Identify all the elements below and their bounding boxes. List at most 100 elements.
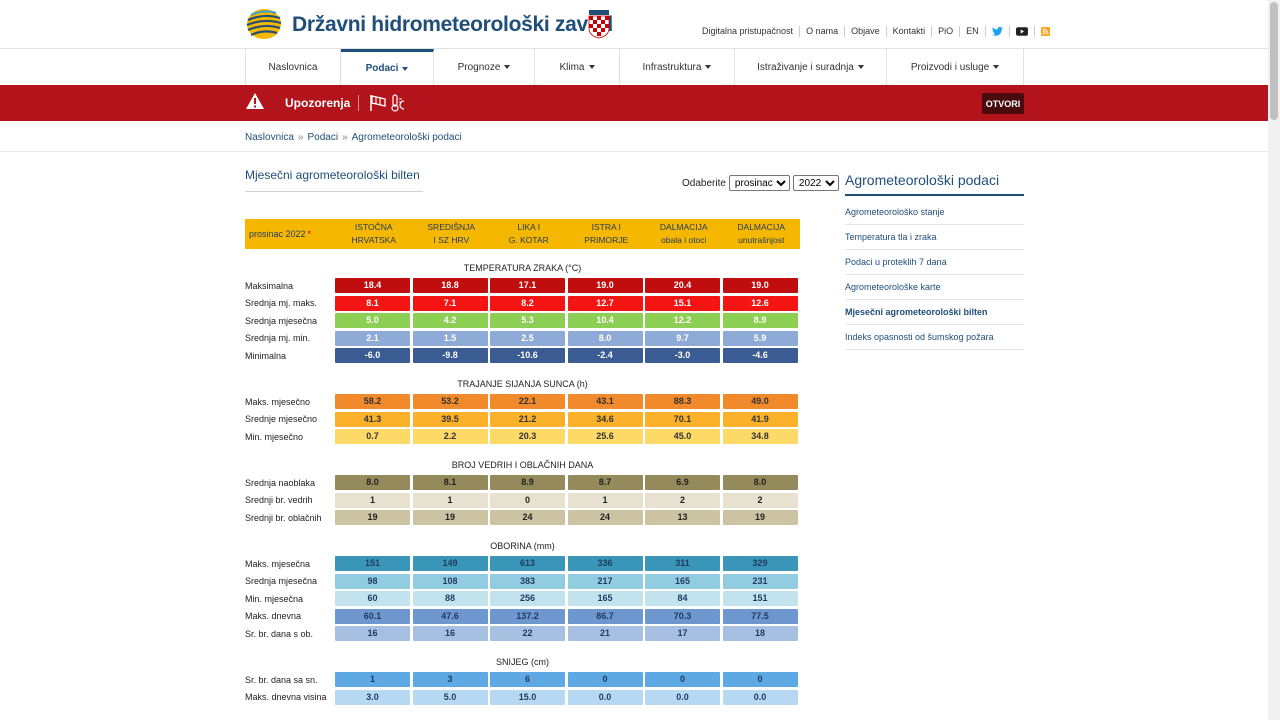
value-cell: 12.6 <box>722 295 798 311</box>
nav-klima[interactable]: Klima <box>535 49 620 85</box>
row-label: Srednji br. vedrih <box>245 495 313 505</box>
value-cell: 165 <box>567 591 643 606</box>
value-cell: 18.4 <box>335 278 410 293</box>
value-cell: 41.9 <box>722 411 798 427</box>
row-label: Sr. br. dana s ob. <box>245 628 314 639</box>
value-cell: 4.2 <box>412 313 488 328</box>
site-header: Državni hidrometeorološki zavod Digitaln… <box>0 0 1268 48</box>
value-cell: 77.5 <box>722 608 798 624</box>
value-cell: 0.0 <box>722 689 798 705</box>
value-cell: 70.3 <box>645 608 720 624</box>
value-cell: 2 <box>722 492 798 508</box>
sidebar-item[interactable]: Agrometeorološke karte <box>845 275 1024 300</box>
breadcrumb-podaci[interactable]: Podaci <box>307 132 339 143</box>
twitter-link[interactable] <box>984 26 1009 37</box>
table-row: Srednje mjesečno 41.3 39.5 21.2 34.6 70.1 41.9 <box>245 411 800 427</box>
value-cell: 70.1 <box>645 411 720 427</box>
link-about[interactable]: O nama <box>799 26 844 37</box>
breadcrumb-home[interactable]: Naslovnica <box>245 132 294 143</box>
value-cell: 3 <box>412 672 488 687</box>
value-cell: 1.5 <box>412 330 488 346</box>
value-cell: 0.0 <box>645 689 720 705</box>
open-warnings-button[interactable]: OTVORI <box>982 93 1024 114</box>
youtube-link[interactable] <box>1008 26 1034 37</box>
nav-istrazivanje[interactable]: Istraživanje i suradnja <box>735 49 887 85</box>
value-cell: 8.9 <box>722 313 798 328</box>
row-label: Srednja mjesečna <box>245 315 318 326</box>
value-cell: 336 <box>567 556 643 571</box>
sidebar-item[interactable]: Temperatura tla i zraka <box>845 225 1024 250</box>
row-label: Maksimalna <box>245 280 294 291</box>
value-cell: 2.2 <box>412 429 488 444</box>
picker-label: Odaberite <box>682 177 726 189</box>
value-cell: 19 <box>722 510 798 525</box>
table-row: Maks. dnevna visina 3.0 5.0 15.0 0.0 0.0 0.0 <box>245 689 800 705</box>
value-cell: 5.3 <box>490 313 565 328</box>
value-cell: 19.0 <box>567 278 643 293</box>
sidebar-item[interactable]: Indeks opasnosti od šumskog požara <box>845 325 1024 350</box>
value-cell: -9.8 <box>412 348 488 363</box>
value-cell: 217 <box>567 573 643 589</box>
value-cell: 9.7 <box>645 330 720 346</box>
value-cell: 22.1 <box>490 394 565 409</box>
table-row: Srednja naoblaka 8.0 8.1 8.9 8.7 6.9 8.0 <box>245 475 800 490</box>
year-select[interactable]: 2022 <box>792 175 839 191</box>
value-cell: 15.1 <box>645 295 720 311</box>
nav-proizvodi[interactable]: Proizvodi i usluge <box>887 49 1024 85</box>
row-label: Maks. mjesečna <box>245 558 311 569</box>
table-row: Srednji br. oblačnih 19 19 24 24 13 19 <box>245 510 800 525</box>
region-column-header: ISTRA I PRIMORJE <box>584 222 629 245</box>
caret-down-icon <box>857 65 864 69</box>
dhmz-logo-icon[interactable] <box>245 7 283 41</box>
scrollbar-thumb[interactable] <box>1270 2 1278 120</box>
region-column-header: LIKA I G. KOTAR <box>508 222 549 245</box>
nav-podaci[interactable]: Podaci <box>341 49 434 85</box>
value-cell: 231 <box>722 573 798 589</box>
value-cell: 24 <box>490 510 565 525</box>
nav-prognoze[interactable]: Prognoze <box>434 49 535 85</box>
value-cell: 5.0 <box>335 313 410 328</box>
value-cell: 8.2 <box>490 295 565 311</box>
value-cell: 10.4 <box>567 313 643 328</box>
sidebar-item[interactable]: Agrometeorološko stanje <box>845 200 1024 225</box>
nav-naslovnica[interactable]: Naslovnica <box>246 49 341 85</box>
nav-infrastruktura[interactable]: Infrastruktura <box>620 49 735 85</box>
table-row: Maks. mjesečno 58.2 53.2 22.1 43.1 88.3 49.0 <box>245 394 800 409</box>
warnings-label[interactable]: Upozorenja <box>285 96 351 110</box>
table-row: Srednja mj. maks. 8.1 7.1 8.2 12.7 15.1 12.6 <box>245 295 800 311</box>
link-english[interactable]: EN <box>959 26 985 37</box>
row-label: Maks. dnevna visina <box>245 692 327 702</box>
table-row: Maks. mjesečna 151 149 613 336 311 329 <box>245 556 800 571</box>
page-scrollbar[interactable] <box>1268 0 1280 720</box>
table-row: Sr. br. dana sa sn. 1 3 6 0 0 0 <box>245 672 800 687</box>
value-cell: 20.4 <box>645 278 720 293</box>
warning-bar: Upozorenja OTVORI <box>0 85 1268 121</box>
row-label: Srednja mjesečna <box>245 576 318 586</box>
link-pio[interactable]: PiO <box>931 26 959 37</box>
rss-link[interactable] <box>1033 26 1056 37</box>
value-cell: 613 <box>490 556 565 571</box>
value-cell: -2.4 <box>567 348 643 363</box>
value-cell: 0 <box>567 672 643 687</box>
sidebar-item[interactable]: Mjesečni agrometeorološki bilten <box>845 300 1024 325</box>
breadcrumb-current[interactable]: Agrometeorološki podaci <box>351 132 462 143</box>
month-select[interactable]: prosinac <box>728 175 790 191</box>
wind-temperature-warning-icon[interactable] <box>369 93 409 113</box>
top-links: Digitalna pristupačnost O nama Objave Ko… <box>702 26 1056 37</box>
value-cell: 2.5 <box>490 330 565 346</box>
twitter-icon <box>991 27 1003 36</box>
rss-icon <box>1040 27 1050 36</box>
value-cell: 17 <box>645 626 720 641</box>
value-cell: 0 <box>490 492 565 508</box>
value-cell: 39.5 <box>412 411 488 427</box>
link-accessibility[interactable]: Digitalna pristupačnost <box>702 26 794 36</box>
table-row: Srednji br. vedrih 1 1 0 1 2 2 <box>245 492 800 508</box>
link-news[interactable]: Objave <box>844 26 886 37</box>
value-cell: 60 <box>335 591 410 606</box>
link-contacts[interactable]: Kontakti <box>885 26 932 37</box>
value-cell: 17.1 <box>490 278 565 293</box>
region-column-header: DALMACIJA obala i otoci <box>659 222 708 245</box>
site-title[interactable]: Državni hidrometeorološki zavod <box>292 13 613 36</box>
sidebar-item[interactable]: Podaci u proteklih 7 dana <box>845 250 1024 275</box>
sidebar-title: Agrometeorološki podaci <box>845 172 1024 196</box>
